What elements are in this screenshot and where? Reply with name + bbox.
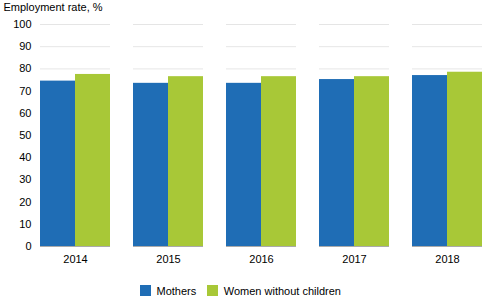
svg-text:2017: 2017: [342, 253, 366, 265]
html-text:Women without children: Women without children: [223, 284, 341, 297]
svg-text:40: 40: [19, 151, 31, 163]
svg-text:20: 20: [19, 196, 31, 208]
svg-text:30: 30: [19, 173, 31, 185]
svg-text:50: 50: [19, 129, 31, 141]
svg-text:2015: 2015: [156, 253, 180, 265]
html-text:Mothers: Mothers: [156, 284, 197, 297]
svg-text:90: 90: [19, 40, 31, 52]
svg-text:10: 10: [19, 218, 31, 230]
svg-text:2016: 2016: [249, 253, 273, 265]
svg-text:0: 0: [25, 240, 31, 252]
svg-text:70: 70: [19, 85, 31, 97]
svg-text:100: 100: [13, 18, 31, 30]
svg-text:Employment rate, %: Employment rate, %: [4, 1, 103, 13]
svg-text:80: 80: [19, 62, 31, 74]
svg-text:2018: 2018: [435, 253, 459, 265]
svg-text:60: 60: [19, 107, 31, 119]
svg-text:2014: 2014: [63, 253, 87, 265]
